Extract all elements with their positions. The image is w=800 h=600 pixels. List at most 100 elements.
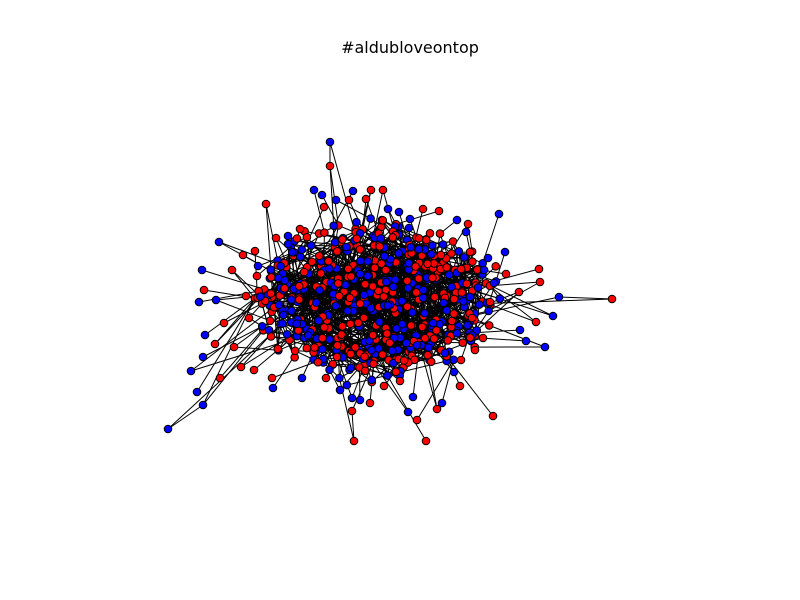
network-node <box>367 375 377 385</box>
network-node <box>366 185 376 195</box>
network-edge <box>372 189 384 236</box>
network-node <box>408 308 417 317</box>
network-node <box>287 306 296 316</box>
network-node <box>276 261 286 271</box>
network-node <box>440 348 450 358</box>
network-node <box>324 256 333 266</box>
network-node <box>452 215 462 225</box>
network-node <box>266 332 276 341</box>
network-node <box>268 383 278 393</box>
network-edge <box>265 203 272 270</box>
network-node <box>403 407 413 417</box>
network-node <box>256 292 265 302</box>
network-node <box>366 214 375 223</box>
network-edge <box>223 303 263 324</box>
network-node <box>283 239 293 249</box>
network-node <box>484 321 494 330</box>
network-node <box>363 257 373 266</box>
network-node <box>341 280 350 290</box>
network-node <box>325 335 334 344</box>
network-edge <box>214 296 261 345</box>
network-node <box>348 186 358 196</box>
network-node <box>434 206 444 216</box>
network-node <box>279 310 288 320</box>
network-node <box>424 343 433 352</box>
network-node <box>302 232 312 242</box>
network-node <box>335 373 344 383</box>
network-node <box>534 264 544 274</box>
network-node <box>391 367 401 377</box>
network-node <box>437 398 447 408</box>
network-node <box>241 291 251 301</box>
network-node <box>250 246 260 256</box>
network-node <box>382 277 391 287</box>
network-node <box>514 287 524 297</box>
network-node <box>318 344 327 354</box>
network-node <box>468 257 477 267</box>
network-node <box>346 319 355 329</box>
network-node <box>449 309 459 319</box>
network-node <box>214 237 224 247</box>
network-node <box>465 292 475 302</box>
network-node <box>366 304 376 313</box>
network-node <box>369 359 378 369</box>
network-edge <box>395 210 440 225</box>
network-node <box>333 279 343 288</box>
network-node <box>307 241 316 250</box>
network-node <box>163 424 173 434</box>
network-node <box>198 400 208 410</box>
network-node <box>448 237 458 246</box>
network-node <box>338 322 347 331</box>
network-node <box>406 321 416 330</box>
network-edge <box>485 282 554 317</box>
network-node <box>325 137 335 147</box>
network-edge <box>351 362 374 412</box>
network-node <box>465 247 475 257</box>
network-node <box>297 373 307 383</box>
network-node <box>346 349 356 359</box>
network-node <box>531 317 541 327</box>
network-edge <box>196 298 256 393</box>
network-node <box>491 262 501 271</box>
network-node <box>253 261 263 271</box>
network-node <box>438 240 448 249</box>
network-node <box>342 380 352 390</box>
network-node <box>299 267 309 277</box>
network-node <box>435 229 445 238</box>
network-node <box>287 295 296 304</box>
network-node <box>199 285 209 295</box>
network-edge <box>265 203 279 261</box>
network-node <box>345 293 355 303</box>
network-node <box>378 350 387 359</box>
network-node <box>412 340 422 350</box>
network-node <box>352 217 361 227</box>
network-node <box>378 216 388 225</box>
network-node <box>404 258 414 268</box>
network-node <box>470 345 480 355</box>
network-node <box>200 330 210 340</box>
network-node <box>388 233 398 242</box>
network-node <box>265 316 275 326</box>
network-edge <box>202 329 264 406</box>
network-node <box>280 284 289 293</box>
network-node <box>320 228 329 237</box>
network-node <box>252 271 262 281</box>
network-node <box>238 250 248 260</box>
network-node <box>442 263 452 272</box>
network-node <box>459 252 469 262</box>
network-edge <box>321 194 339 226</box>
network-node <box>267 373 277 383</box>
network-node <box>280 276 290 285</box>
network-edge <box>272 335 309 389</box>
network-node <box>374 286 383 296</box>
network-node <box>333 341 342 350</box>
network-node <box>427 249 436 259</box>
network-node <box>266 265 276 275</box>
network-node <box>412 415 422 425</box>
network-node <box>316 269 326 278</box>
network-node <box>489 278 499 288</box>
network-node <box>475 300 484 309</box>
network-node <box>403 283 413 293</box>
network-node <box>388 346 397 356</box>
network-node <box>330 238 340 247</box>
